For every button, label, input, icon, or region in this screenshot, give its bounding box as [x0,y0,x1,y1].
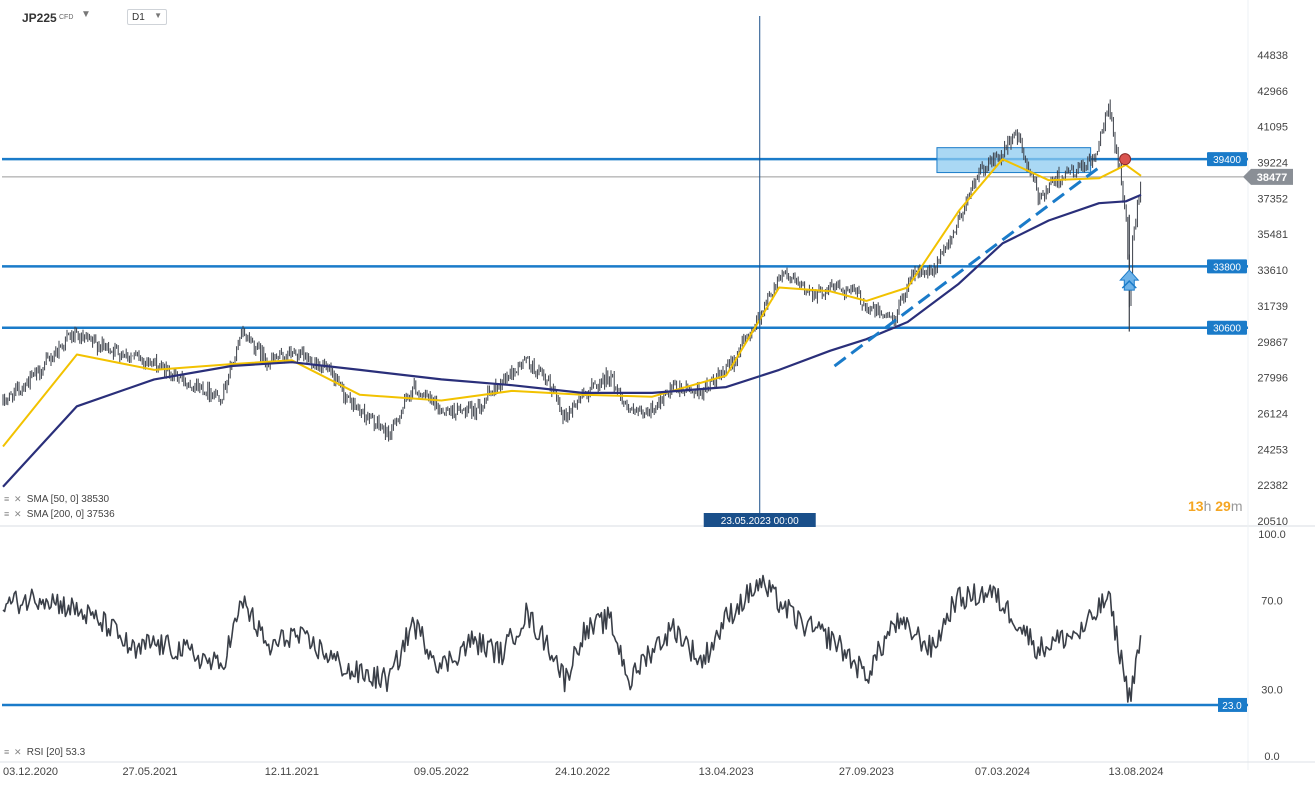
x-axis: 03.12.2020 27.05.2021 12.11.2021 09.05.2022… [0,761,1315,778]
legend-rsi[interactable]: ≡ ✕ RSI [20] 53.3 [4,747,85,758]
timer-minutes: 29 [1215,498,1231,514]
price-tick-label: 31739 [1257,301,1288,313]
rsi-level-label: 23.0 [1222,701,1242,712]
price-tick-label: 33610 [1257,265,1288,277]
legend-sma200[interactable]: ≡ ✕ SMA [200, 0] 37536 [4,509,115,520]
price-tick-label: 35481 [1257,229,1288,241]
price-tick-label: 20510 [1257,516,1288,528]
rsi-level-badge [1218,697,1247,712]
x-tick-label: 03.12.2020 [3,766,58,778]
x-tick-label: 12.11.2021 [265,766,319,778]
resistance-zone [936,147,1092,174]
close-icon[interactable]: ✕ [14,509,22,519]
legend-sma50[interactable]: ≡ ✕ SMA [50, 0] 38530 [4,494,109,505]
up-arrow-icon [1121,280,1137,289]
level-label: 33800 [1213,262,1241,273]
crosshair-badge [703,513,816,527]
close-icon[interactable]: ✕ [14,494,22,504]
rsi-value: 53.3 [65,747,86,758]
x-tick-label: 07.03.2024 [975,766,1030,778]
current-price-label: 38477 [1257,172,1288,184]
price-tick-label: 27996 [1257,373,1288,385]
symbol-type-badge: CFD [59,14,74,21]
x-tick-label: 27.05.2021 [122,766,177,778]
symbol-name[interactable]: JP225 [22,11,57,25]
sma200-value: 37536 [86,509,115,520]
sma200-line [2,193,1142,488]
sma50-line [2,158,1142,448]
sma50-value: 38530 [81,494,110,505]
timeframe-select[interactable]: D1 ▼ [127,9,167,25]
price-tick-label: 24253 [1257,444,1288,456]
crosshair-label: 23.05.2023 00:00 [721,516,799,527]
price-panel: 44838 42966 41095 39224 37352 35481 33610 31739… [0,0,1315,770]
price-tick-label: 39224 [1257,158,1288,170]
rsi-label: RSI [20] [26,747,63,758]
price-tick-label: 42966 [1257,86,1288,98]
sma50-label: SMA [50, 0] [26,494,79,505]
level-label: 30600 [1213,324,1241,335]
close-icon[interactable]: ✕ [14,747,22,757]
rsi-tick-label: 30.0 [1261,684,1282,696]
x-tick-label: 09.05.2022 [414,766,469,778]
trendline [833,167,1099,368]
timer-hours: 13 [1188,498,1204,514]
sma200-label: SMA [200, 0] [26,509,85,520]
settings-icon[interactable]: ≡ [4,509,10,519]
chevron-down-icon: ▼ [154,11,162,20]
x-tick-label: 13.08.2024 [1108,766,1163,778]
x-tick-label: 13.04.2023 [699,766,754,778]
red-circle-icon [1119,153,1132,166]
x-tick-label: 27.09.2023 [839,766,894,778]
x-tick-label: 24.10.2022 [555,766,610,778]
chevron-down-icon[interactable]: ▼ [81,9,91,20]
current-price-badge [1243,168,1293,185]
toolbar: JP225 CFD ▼ D1 ▼ [0,0,300,34]
price-tick-label: 37352 [1257,193,1288,205]
level-badge [1207,259,1247,274]
price-tick-label: 22382 [1257,480,1288,492]
level-label: 39400 [1213,155,1241,166]
timer-h-unit: h [1203,498,1212,514]
rsi-line [2,574,1142,703]
timer-m-unit: m [1230,498,1243,514]
rsi-tick-label: 0.0 [1264,751,1279,763]
rsi-panel: 100.0 70.0 30.0 0.0 23.0 [2,529,1286,763]
timeframe-value: D1 [132,12,145,23]
price-tick-label: 29867 [1257,337,1288,349]
settings-icon[interactable]: ≡ [4,494,10,504]
level-badge [1207,320,1247,335]
price-tick-label: 26124 [1257,408,1288,420]
rsi-tick-label: 100.0 [1258,529,1286,541]
settings-icon[interactable]: ≡ [4,747,10,757]
candle-countdown: 13h 29m [1188,498,1243,514]
level-badge [1207,152,1247,167]
rsi-tick-label: 70.0 [1261,596,1282,608]
price-tick-label: 41095 [1257,122,1288,134]
price-tick-label: 44838 [1257,50,1288,62]
